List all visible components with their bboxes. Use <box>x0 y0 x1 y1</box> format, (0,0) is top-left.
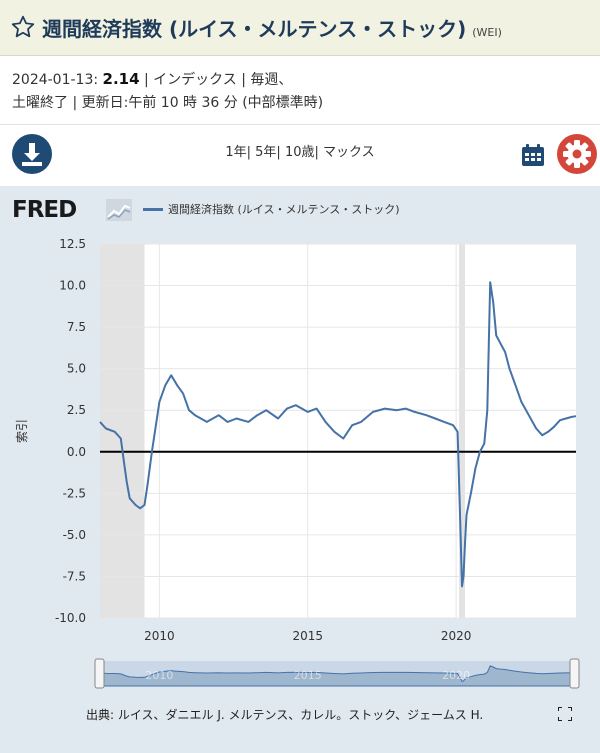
range-1y-link[interactable]: 1年 <box>225 145 247 160</box>
series-line <box>99 281 577 588</box>
navigator-handle[interactable] <box>94 658 105 689</box>
chart-svg: 12.5 10.0 7.5 5.0 2.5 0.0 -2.5 -5.0 -7.5 -10.0 201… <box>15 237 580 689</box>
legend-swatch <box>143 208 163 211</box>
y-tick-label: 10.0 <box>59 279 86 293</box>
star-outline-icon[interactable] <box>10 14 36 40</box>
source-note: 出典: ルイス、ダニエル J. メルテンス、カレル。ストック、ジェームス H. <box>86 708 484 722</box>
page-title: 週間経済指数 (ルイス・メルテンス・ストック) (WEI) <box>42 13 502 42</box>
recession-shading <box>100 244 145 618</box>
navigator-tick-label: 2015 <box>294 669 322 682</box>
download-icon <box>22 143 42 166</box>
y-tick-label: -5.0 <box>63 528 86 542</box>
series-ticker: (WEI) <box>472 26 502 39</box>
y-tick-label: 0.0 <box>67 445 86 459</box>
range-max-link[interactable]: マックス <box>323 145 375 160</box>
fullscreen-icon[interactable] <box>558 707 572 721</box>
x-tick-label: 2015 <box>292 629 323 643</box>
y-axis-label: 索引 <box>15 419 29 443</box>
calendar-icon[interactable] <box>520 142 546 168</box>
series-meta: 2024-01-13: 2.14 | インデックス | 毎週、 土曜終了 | 更… <box>12 68 552 115</box>
navigator-series <box>99 665 577 687</box>
meta-units-frequency: | インデックス | 毎週、 <box>144 72 293 88</box>
series-title: 週間経済指数 (ルイス・メルテンス・ストック) <box>42 17 467 41</box>
gear-icon <box>563 140 591 168</box>
observation-date: 2024-01-13: <box>12 72 99 88</box>
divider <box>0 124 600 125</box>
fred-logo[interactable]: FRED <box>12 197 77 223</box>
range-separator: | <box>276 145 281 160</box>
x-tick-label: 2020 <box>441 629 472 643</box>
range-5y-link[interactable]: 5年 <box>255 145 277 160</box>
navigator-tick-label: 2020 <box>442 669 470 682</box>
series-header: 週間経済指数 (ルイス・メルテンス・ストック) (WEI) <box>0 0 600 56</box>
recession-shading <box>459 244 466 618</box>
y-tick-label: 2.5 <box>67 403 86 417</box>
y-tick-label: 5.0 <box>67 362 86 376</box>
navigator-tick-label: 2010 <box>145 669 173 682</box>
observation-value: 2.14 <box>102 70 140 88</box>
x-tick-label: 2010 <box>144 629 175 643</box>
fred-chart-icon <box>106 199 132 221</box>
download-button[interactable] <box>12 134 52 174</box>
date-range-selector: 1年| 5年| 10歳| マックス <box>0 141 600 160</box>
range-separator: | <box>314 145 319 160</box>
range-10y-link[interactable]: 10歳 <box>284 145 315 160</box>
y-tick-label: -7.5 <box>63 569 86 583</box>
meta-updated: 土曜終了 | 更新日:午前 10 時 36 分 (中部標準時) <box>12 95 324 111</box>
y-tick-label: -2.5 <box>63 486 86 500</box>
plot-background <box>100 244 576 618</box>
legend-label: 週間経済指数 (ルイス・メルテンス・ストック) <box>168 203 400 216</box>
y-tick-label: -10.0 <box>55 611 86 625</box>
settings-button[interactable] <box>557 134 597 174</box>
navigator-handle[interactable] <box>569 658 580 689</box>
y-tick-label: 7.5 <box>67 320 86 334</box>
range-separator: | <box>246 145 251 160</box>
y-tick-label: 12.5 <box>59 237 86 251</box>
